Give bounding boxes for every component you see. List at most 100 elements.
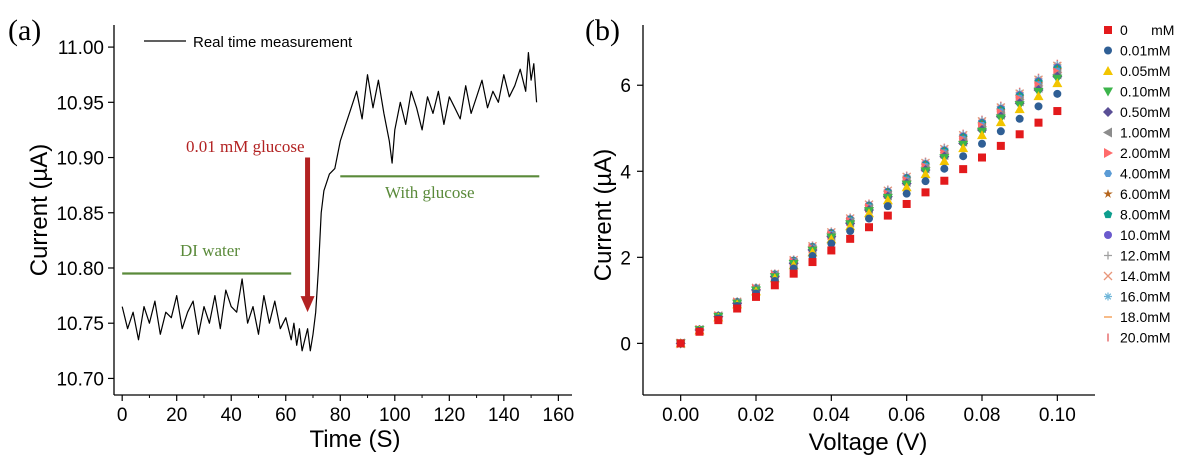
panel-b-data-point bbox=[1053, 107, 1062, 116]
panel-b-data-point bbox=[977, 130, 987, 140]
legend-label: 18.0mM bbox=[1120, 309, 1171, 325]
panel-b-data-point bbox=[827, 239, 836, 248]
legend-marker bbox=[1104, 148, 1113, 158]
panel-b-data-point bbox=[1015, 114, 1024, 123]
legend-label: 0.05mM bbox=[1120, 63, 1171, 79]
panel-b-data-point bbox=[1014, 104, 1025, 114]
panel-a-y-tick-label: 10.95 bbox=[56, 93, 104, 114]
legend-marker bbox=[1103, 127, 1112, 138]
panel-b-data-point bbox=[978, 139, 986, 148]
panel-b-data-point bbox=[789, 269, 798, 278]
panel-b-data-point bbox=[1033, 91, 1044, 101]
legend-marker bbox=[1104, 251, 1112, 260]
panel-b-x-tick-label: 0.00 bbox=[662, 405, 699, 426]
panel-b-data-point bbox=[714, 316, 723, 325]
panel-b-plot: 0.00 0.02 0.04 0.06 0.08 0.10 0 2 4 6 bbox=[620, 25, 1095, 426]
panel-b-data-point bbox=[865, 223, 873, 232]
legend-label: 0.01mM bbox=[1120, 43, 1171, 59]
legend-label: 20.0mM bbox=[1120, 330, 1171, 346]
panel-a-y-tick-label: 11.00 bbox=[58, 38, 104, 59]
legend-label: 6.00mM bbox=[1120, 186, 1171, 202]
legend-marker bbox=[1104, 170, 1112, 177]
panel-b-data-point bbox=[1053, 89, 1062, 98]
legend-label: 14.0mM bbox=[1120, 268, 1171, 284]
panel-b-data-point bbox=[808, 258, 817, 267]
legend-marker bbox=[1103, 66, 1113, 75]
panel-b-data-point bbox=[1034, 102, 1043, 111]
panel-b-data-point bbox=[883, 211, 892, 220]
legend-marker bbox=[1104, 46, 1112, 55]
panel-b-label: (b) bbox=[585, 14, 620, 47]
legend-marker bbox=[1103, 87, 1113, 97]
panel-b-y-tick-label: 0 bbox=[620, 334, 631, 355]
legend-marker bbox=[1103, 107, 1113, 117]
panel-b-y-tick-label: 4 bbox=[620, 162, 631, 183]
panel-b-data-point bbox=[920, 169, 931, 179]
legend-label: 12.0mM bbox=[1120, 248, 1171, 264]
panel-a-y-tick-label: 10.75 bbox=[56, 314, 104, 335]
panel-b-y-tick-label: 6 bbox=[620, 76, 631, 97]
legend-label: 1.00mM bbox=[1120, 125, 1171, 141]
legend-label: 4.00mM bbox=[1120, 166, 1171, 182]
legend-label: 10.0mM bbox=[1120, 227, 1171, 243]
panel-b-data-point bbox=[959, 152, 968, 161]
panel-a-x-tick-label: 160 bbox=[543, 405, 575, 426]
panel-b-data-point bbox=[901, 182, 912, 192]
panel-a-x-tick-label: 100 bbox=[379, 405, 411, 426]
panel-b-data-point bbox=[958, 143, 969, 153]
legend-marker bbox=[1104, 231, 1112, 239]
panel-b-x-tick-label: 0.10 bbox=[1039, 405, 1076, 426]
panel-b-data-point bbox=[865, 214, 873, 223]
panel-a-x-tick-label: 60 bbox=[275, 405, 296, 426]
panel-b-data-point bbox=[883, 202, 892, 211]
panel-b-data-point bbox=[846, 227, 855, 236]
panel-b-data-point bbox=[940, 164, 949, 173]
panel-b-data-point bbox=[940, 176, 949, 185]
panel-b-data-point bbox=[902, 189, 911, 198]
panel-a-y-tick-label: 10.85 bbox=[56, 204, 104, 225]
panel-a-plot: 0 20 40 60 80 100 120 140 160 10.70 10.75 10.80 10.8… bbox=[56, 25, 574, 426]
legend-marker bbox=[1104, 26, 1112, 34]
panel-b-legend: 0 mM 0.01mM 0.05mM 0.10mM 0.50mM 1.00mM 2.00mM… bbox=[1103, 22, 1174, 346]
with-glucose-annotation-label: With glucose bbox=[385, 183, 475, 202]
glucose-arrow-head bbox=[300, 296, 315, 313]
panel-a-y-axis-title: Current (µA) bbox=[26, 144, 53, 277]
panel-b-data-point bbox=[978, 153, 986, 162]
panel-b-y-tick-label: 2 bbox=[620, 248, 631, 269]
panel-a-x-tick-label: 140 bbox=[488, 405, 520, 426]
legend-label: 2.00mM bbox=[1120, 145, 1171, 161]
panel-b-data-point bbox=[1034, 118, 1043, 127]
legend-label: 16.0mM bbox=[1120, 289, 1171, 305]
panel-b-x-tick-label: 0.08 bbox=[964, 405, 1001, 426]
panel-a-legend-label: Real time measurement bbox=[193, 34, 353, 51]
panel-a-x-tick-label: 20 bbox=[166, 405, 187, 426]
panel-b-data-point bbox=[733, 304, 742, 313]
panel-b-data-point bbox=[770, 281, 779, 290]
panel-b-x-tick-label: 0.02 bbox=[738, 405, 775, 426]
legend-label: 0.50mM bbox=[1120, 104, 1171, 120]
legend-marker bbox=[1103, 210, 1113, 219]
panel-b-x-tick-label: 0.04 bbox=[813, 405, 850, 426]
panel-b-data-point bbox=[902, 199, 911, 208]
panel-b-data-point bbox=[676, 339, 685, 348]
panel-a-x-axis-title: Time (S) bbox=[309, 426, 400, 453]
panel-b-data-point bbox=[939, 156, 950, 166]
legend-marker bbox=[1103, 271, 1113, 281]
panel-b-data-point bbox=[846, 234, 855, 243]
panel-b-data-point bbox=[1052, 78, 1063, 88]
panel-b-data-point bbox=[995, 117, 1006, 127]
legend-marker bbox=[1104, 292, 1112, 301]
panel-a-series-line bbox=[121, 51, 538, 352]
panel-b-x-axis-title: Voltage (V) bbox=[809, 429, 928, 456]
panel-b-data-point bbox=[996, 127, 1005, 136]
legend-label: 8.00mM bbox=[1120, 207, 1171, 223]
panel-a-x-tick-label: 80 bbox=[330, 405, 351, 426]
glucose-annotation-label: 0.01 mM glucose bbox=[186, 137, 305, 156]
di-water-annotation-label: DI water bbox=[180, 241, 240, 260]
panel-a-x-tick-label: 120 bbox=[433, 405, 465, 426]
panel-a-y-tick-label: 10.70 bbox=[56, 369, 104, 390]
panel-b-data-point bbox=[996, 141, 1005, 150]
panel-b-data-point bbox=[752, 292, 760, 301]
panel-b-data-point bbox=[921, 177, 930, 186]
